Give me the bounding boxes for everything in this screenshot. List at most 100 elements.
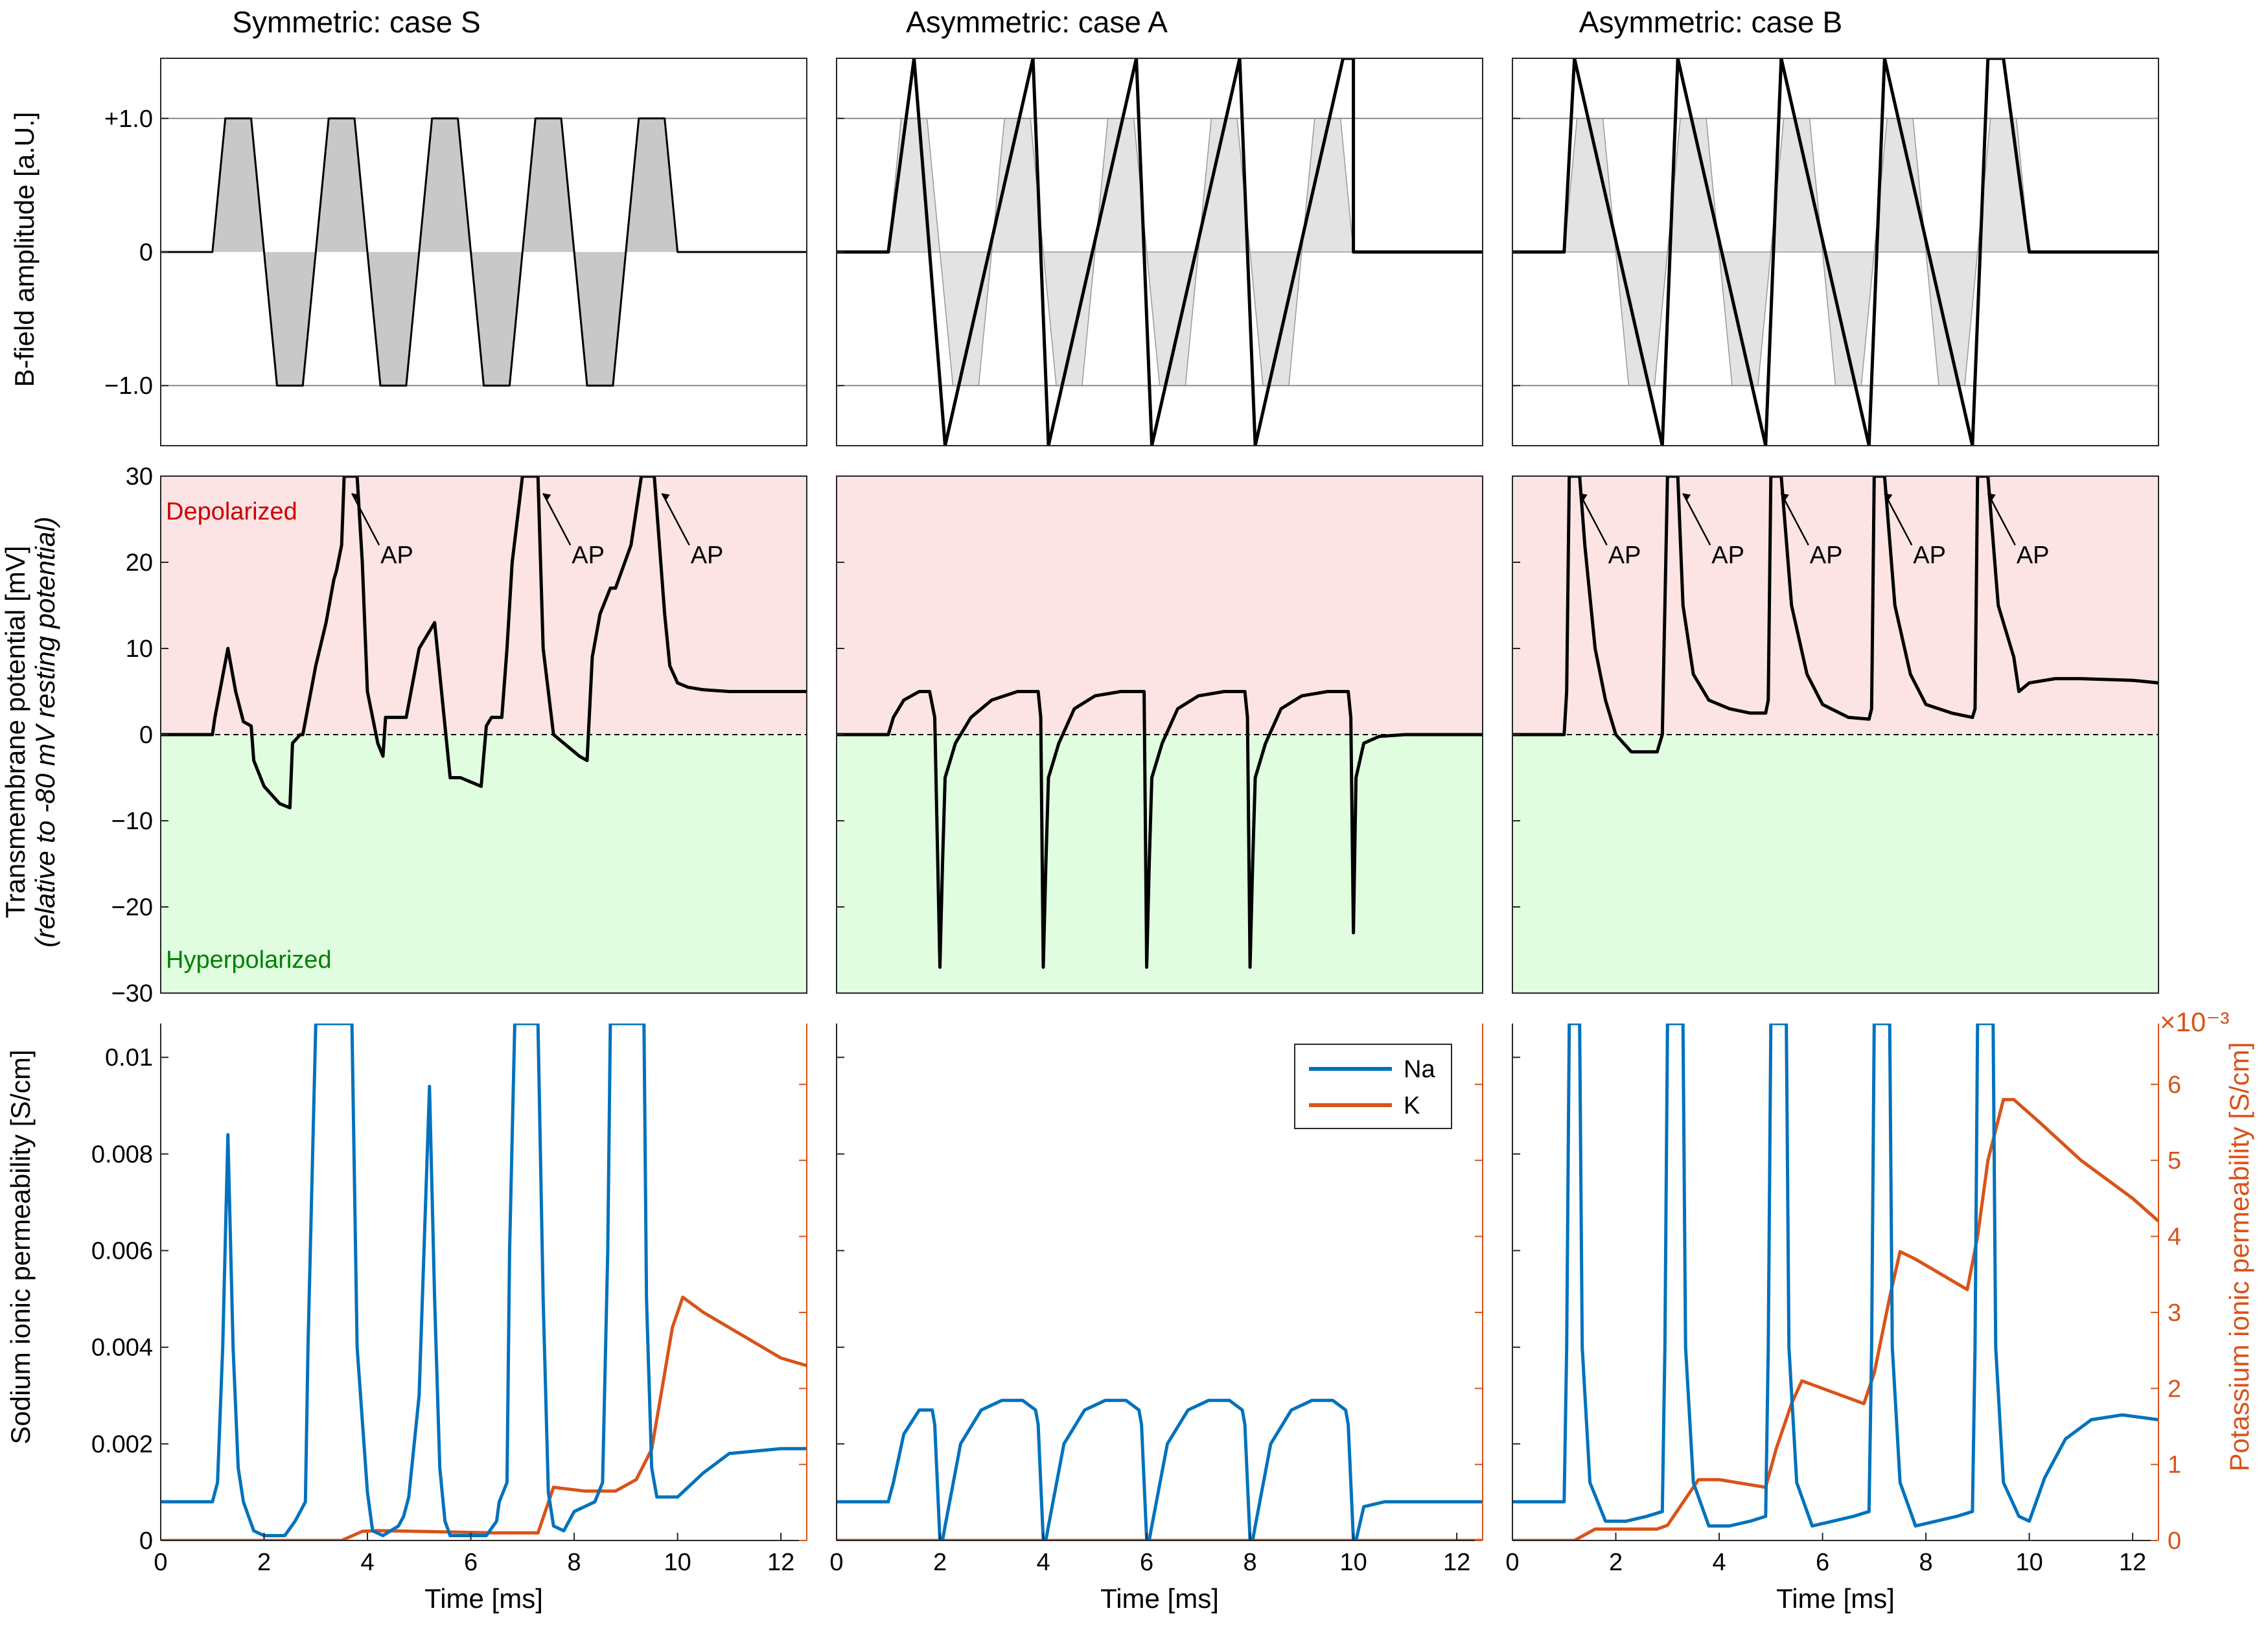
potassium-series: [1512, 1097, 2158, 1540]
column-titles: Symmetric: case S Asymmetric: case A Asy…: [232, 5, 1842, 39]
sodium-series: [1512, 1024, 2158, 1528]
depolarized-label: Depolarized: [166, 498, 297, 525]
x-tick-label: 0: [1505, 1549, 1519, 1576]
x-axis-label: Time [ms]: [1100, 1583, 1219, 1614]
potential-trace: [161, 476, 807, 810]
hyperpolarized-label: Hyperpolarized: [166, 946, 332, 974]
y-tick-label: −10: [111, 808, 153, 835]
permeability-panel-1: 0 2 4 6 8 10 12 Time [ms] Na K: [829, 1024, 1483, 1614]
potassium-series: [161, 1296, 807, 1540]
bfield-waveform: [1512, 58, 2158, 446]
x-axis-label: Time [ms]: [424, 1583, 543, 1614]
bfield-panel-2: [1512, 58, 2159, 446]
x-tick-label: 2: [933, 1549, 947, 1576]
x-tick-label: 12: [1443, 1549, 1470, 1576]
legend: Na K: [1294, 1044, 1452, 1129]
x-tick-label: 6: [1816, 1549, 1829, 1576]
x-tick-label: 12: [767, 1549, 794, 1576]
y-tick-label: 0.01: [105, 1044, 153, 1071]
legend-entry-label: K: [1404, 1092, 1420, 1119]
bfield-panel-1: [836, 58, 1483, 446]
x-tick-label: 10: [2015, 1549, 2042, 1576]
ap-annotation: AP: [2017, 542, 2050, 569]
sodium-series: [161, 1024, 807, 1537]
y-tick-label: +1.0: [104, 106, 153, 133]
y-label-potential: Transmembrane potential [mV]: [0, 545, 30, 918]
y-tick-label: 0.002: [91, 1431, 153, 1458]
y-tick-label: 0.004: [91, 1334, 153, 1362]
potential-panel-1: [836, 475, 1483, 994]
potential-panel-2: AP AP AP AP AP: [1512, 475, 2159, 994]
ap-annotation: AP: [380, 542, 413, 569]
y-tick-label: 20: [126, 549, 153, 577]
x-tick-label: 6: [1140, 1549, 1153, 1576]
ap-arrow: [661, 493, 690, 545]
x-tick-label: 2: [257, 1549, 271, 1576]
y-tick-label: 0: [139, 1528, 153, 1555]
y-tick-label: 0: [139, 722, 153, 749]
legend-box: [1294, 1044, 1452, 1129]
right-tick-label: 5: [2168, 1147, 2181, 1174]
ap-arrowhead: [543, 493, 551, 501]
column-title-case-b: Asymmetric: case B: [1579, 5, 1842, 39]
ap-arrow: [1780, 493, 1809, 545]
bfield-waveform: [161, 117, 807, 387]
x-tick-label: 4: [1036, 1549, 1050, 1576]
ap-arrow: [1579, 493, 1608, 545]
ap-arrow: [1884, 493, 1913, 545]
y-label-potential-sub: (relative to -80 mV resting potential): [30, 516, 60, 947]
y-axis-labels: B-field amplitude [a.U.] Transmembrane p…: [0, 112, 2254, 1472]
y-tick-label: 10: [126, 635, 153, 663]
y-tick-label: 30: [126, 463, 153, 490]
ap-arrowhead: [352, 493, 360, 501]
column-title-case-a: Asymmetric: case A: [906, 5, 1168, 39]
y-label-potassium: Potassium ionic permeability [S/cm]: [2224, 1042, 2254, 1472]
x-tick-label: 10: [664, 1549, 691, 1576]
depolarized-region: [837, 476, 1483, 735]
column-title-case-s: Symmetric: case S: [232, 5, 480, 39]
depolarized-region: [161, 476, 807, 735]
ap-arrowhead: [1987, 493, 1996, 501]
x-tick-label: 8: [1919, 1549, 1933, 1576]
ap-annotation: AP: [691, 542, 724, 569]
y-tick-label: 0.008: [91, 1141, 153, 1168]
ap-arrow: [351, 493, 380, 545]
right-tick-label: 2: [2168, 1375, 2181, 1402]
sodium-series: [837, 1399, 1483, 1540]
x-tick-label: 12: [2119, 1549, 2146, 1576]
right-tick-label: 1: [2168, 1452, 2181, 1479]
x-tick-label: 0: [829, 1549, 843, 1576]
x-axis-label: Time [ms]: [1776, 1583, 1895, 1614]
permeability-panel-0: 0 0.002 0.004 0.006 0.008 0.01 0 2 4 6 8 10 12 Time […: [91, 1024, 807, 1614]
ap-arrowhead: [1781, 493, 1789, 501]
x-tick-label: 4: [1712, 1549, 1726, 1576]
ap-annotation: AP: [1810, 542, 1843, 569]
x-tick-label: 6: [464, 1549, 478, 1576]
ap-arrowhead: [1579, 493, 1588, 501]
ap-arrow: [1682, 493, 1711, 545]
ap-arrow: [542, 493, 572, 545]
x-tick-label: 8: [568, 1549, 581, 1576]
legend-entry-label: Na: [1404, 1056, 1435, 1083]
y-tick-label: −20: [111, 894, 153, 921]
ap-arrowhead: [1884, 493, 1893, 501]
right-tick-label: 4: [2168, 1224, 2181, 1251]
right-tick-label: 0: [2168, 1528, 2181, 1555]
potential-trace: [1512, 476, 2158, 754]
panels: +1.00−1.03020100−10−20−30DepolarizedHype…: [91, 58, 2229, 1614]
hyperpolarized-region: [1512, 735, 2158, 993]
y-tick-label: −30: [111, 980, 153, 1007]
depolarized-region: [1512, 476, 2158, 735]
ap-annotation: AP: [1711, 542, 1744, 569]
potential-trace: [837, 690, 1483, 969]
right-multiplier: ×10⁻³: [2160, 1007, 2229, 1037]
ap-arrow: [1987, 493, 2016, 545]
hyperpolarized-region: [837, 735, 1483, 993]
y-tick-label: −1.0: [104, 372, 153, 400]
ap-annotation: AP: [572, 542, 605, 569]
ap-annotation: AP: [1608, 542, 1641, 569]
right-tick-label: 6: [2168, 1071, 2181, 1099]
hyperpolarized-region: [161, 735, 807, 993]
